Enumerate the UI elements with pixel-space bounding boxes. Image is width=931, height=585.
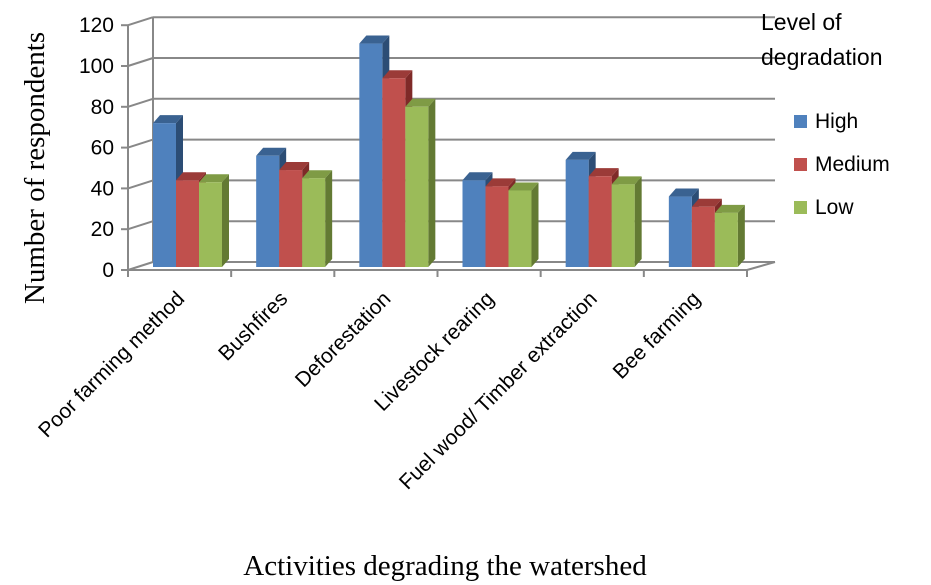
- bar-top: [462, 172, 493, 181]
- bar-top: [668, 188, 699, 197]
- bar-top: [176, 172, 206, 181]
- legend-title-line-1: Level of: [761, 9, 842, 35]
- y-tick-label: 0: [102, 259, 114, 282]
- bar-side: [634, 176, 642, 267]
- legend-swatch-medium: [794, 158, 807, 171]
- bar-side: [737, 204, 745, 267]
- bar-low: [508, 182, 539, 267]
- gridline-connector: [127, 16, 154, 27]
- bar-top: [302, 170, 333, 179]
- bar-front: [668, 196, 692, 267]
- legend-swatch-low: [794, 201, 807, 214]
- bar-front: [485, 186, 509, 267]
- bar-side: [428, 98, 436, 267]
- bar-front: [714, 212, 738, 267]
- bar-low: [405, 98, 436, 267]
- bar-front: [588, 176, 612, 267]
- bar-front: [256, 155, 280, 267]
- legend-label-high: High: [815, 110, 858, 133]
- bar-front: [382, 78, 406, 268]
- x-tick-label: Fuel wood/ Timber extraction: [395, 287, 602, 494]
- bars: [153, 35, 745, 268]
- y-tick-label: 60: [91, 137, 114, 160]
- bar-top: [256, 147, 287, 156]
- x-tick-labels: Poor farming method BushfiresDeforestatio…: [34, 287, 705, 494]
- bar-top: [611, 176, 642, 185]
- bar-front: [565, 159, 589, 267]
- floor-right-edge: [746, 261, 776, 271]
- bar-side: [222, 174, 229, 267]
- bar-low: [302, 170, 333, 267]
- legend-swatch-high: [794, 115, 807, 128]
- y-tick-label: 100: [79, 55, 114, 78]
- gridline-connector: [127, 97, 154, 108]
- bar-front: [611, 184, 635, 267]
- bar-low: [714, 204, 745, 267]
- bar-front: [359, 43, 383, 268]
- y-tick-label: 20: [91, 218, 114, 241]
- y-tick-label: 120: [79, 14, 114, 37]
- x-axis-title: Activities degrading the watershed: [243, 550, 647, 582]
- x-tick-label: Bee farming: [609, 287, 705, 383]
- bar-top: [508, 182, 539, 191]
- bar-front: [199, 182, 222, 267]
- gridline-connector: [127, 138, 154, 149]
- y-axis-title: Number of respondents: [19, 32, 51, 304]
- gridline-connector: [127, 57, 154, 67]
- bar-front: [691, 206, 715, 267]
- bar-top: [405, 98, 436, 107]
- bar-top: [153, 115, 183, 124]
- legend: Level of degradation High Medium Low: [761, 9, 890, 219]
- y-tick-label: 40: [91, 177, 114, 200]
- bar-top: [714, 204, 745, 213]
- legend-label-medium: Medium: [815, 153, 890, 176]
- bar-front: [462, 180, 486, 267]
- gridline-connector: [127, 179, 154, 190]
- bar-side: [531, 182, 539, 267]
- bar-front: [405, 106, 429, 267]
- axes: [121, 24, 776, 277]
- bar-front: [279, 170, 303, 267]
- gridline-connector: [127, 220, 154, 231]
- bar-front: [176, 180, 199, 267]
- bar-front: [302, 178, 326, 267]
- bar-side: [325, 170, 333, 267]
- bar-top: [199, 174, 229, 183]
- gridline-connector: [127, 261, 154, 271]
- bar-top: [588, 168, 619, 177]
- x-tick-label: Bushfires: [214, 287, 292, 365]
- legend-title-line-2: degradation: [761, 44, 883, 70]
- legend-label-low: Low: [815, 196, 854, 219]
- bar-top: [279, 162, 310, 171]
- bar-top: [382, 70, 413, 79]
- x-tick-label: Poor farming method: [34, 287, 189, 442]
- bar-top: [565, 151, 596, 160]
- bar-low: [611, 176, 642, 267]
- y-tick-labels: 0 20 40 60 80 100 120: [79, 14, 114, 282]
- x-tick-label: Deforestation: [291, 287, 396, 392]
- bar-low: [199, 174, 229, 267]
- bar-top: [691, 198, 722, 207]
- bar-front: [153, 123, 176, 268]
- bar-top: [359, 35, 390, 44]
- y-tick-label: 80: [91, 96, 114, 119]
- bar-front: [508, 190, 532, 267]
- bar-top: [485, 178, 516, 187]
